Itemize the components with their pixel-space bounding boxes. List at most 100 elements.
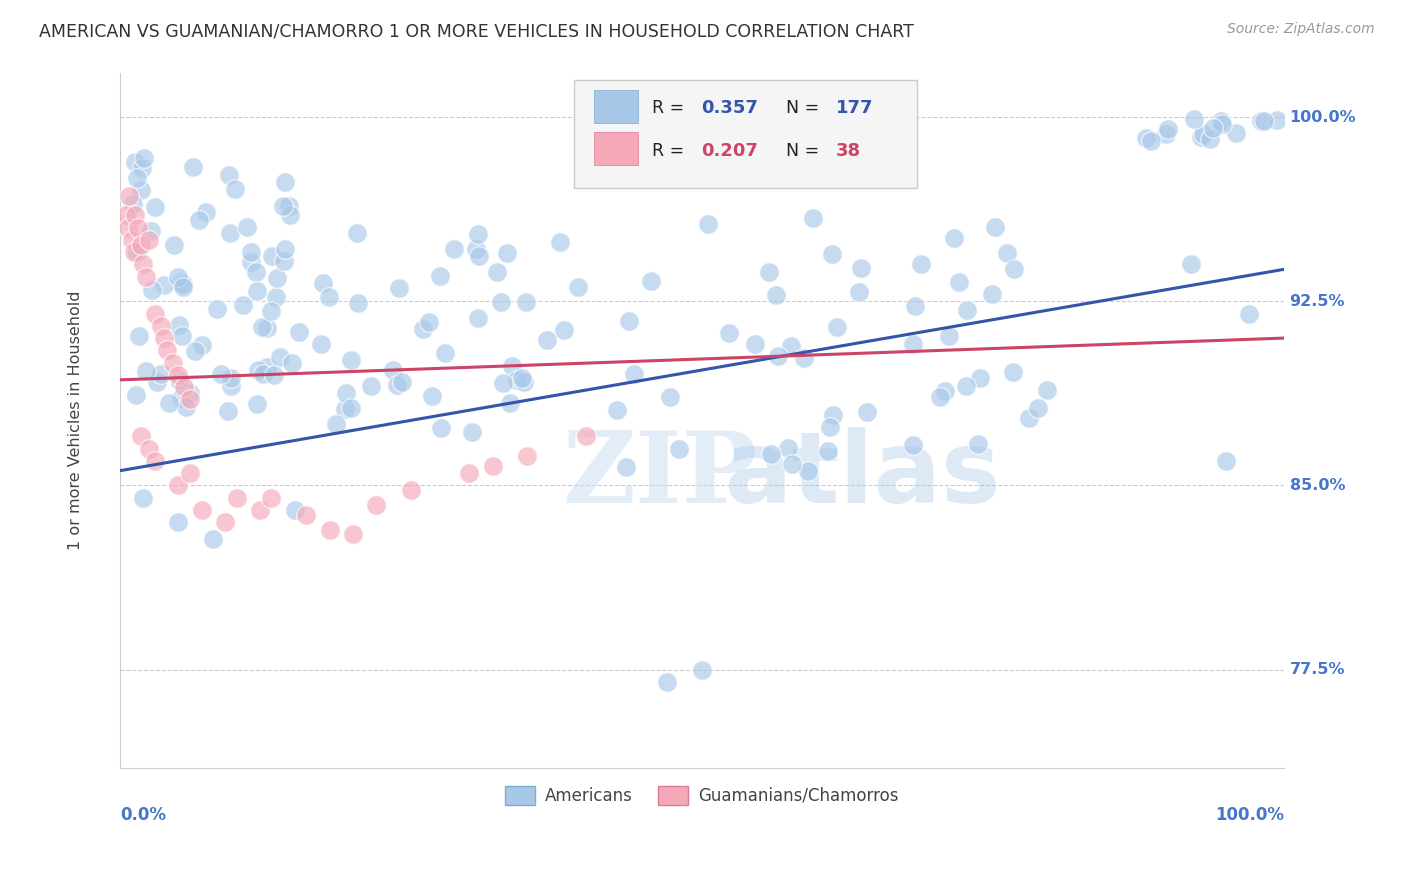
Point [956, 303, 979, 318]
Point [399, 483, 422, 498]
Point [697, 217, 720, 231]
Point [281, 356, 304, 370]
Point [983, 220, 1005, 235]
Point [205, 301, 228, 316]
Point [141, 283, 163, 297]
Point [239, 244, 262, 259]
Point [333, 401, 356, 416]
Point [256, 320, 278, 334]
Point [966, 437, 988, 451]
Point [335, 386, 357, 401]
Point [342, 527, 364, 541]
Point [125, 388, 148, 402]
Point [132, 491, 155, 505]
Point [274, 175, 297, 189]
Point [312, 276, 335, 290]
Point [1250, 114, 1272, 128]
Point [278, 199, 301, 213]
Point [388, 281, 411, 295]
Point [127, 171, 149, 186]
Point [318, 290, 340, 304]
Point [1154, 128, 1177, 142]
Point [856, 405, 879, 419]
Text: N =: N = [786, 142, 824, 160]
Point [132, 151, 155, 165]
Point [1139, 134, 1161, 148]
Point [948, 275, 970, 289]
Point [169, 318, 191, 332]
Point [121, 233, 143, 247]
Point [132, 257, 155, 271]
Point [619, 314, 641, 328]
Point [346, 227, 368, 241]
Point [179, 392, 201, 407]
Point [817, 444, 839, 458]
Point [1135, 131, 1157, 145]
Point [273, 254, 295, 268]
Point [232, 298, 254, 312]
Point [1002, 262, 1025, 277]
Point [1157, 122, 1180, 136]
Text: Source: ZipAtlas.com: Source: ZipAtlas.com [1227, 22, 1375, 37]
Point [125, 245, 148, 260]
Point [131, 161, 153, 175]
Text: 100.0%: 100.0% [1289, 110, 1357, 125]
Point [174, 400, 197, 414]
Point [360, 379, 382, 393]
Point [187, 213, 209, 227]
Point [129, 183, 152, 197]
Point [143, 201, 166, 215]
Point [553, 323, 575, 337]
Text: 177: 177 [835, 99, 873, 117]
Point [934, 384, 956, 399]
Point [1225, 127, 1247, 141]
Point [567, 280, 589, 294]
Point [167, 515, 190, 529]
Point [172, 277, 194, 291]
Point [224, 182, 246, 196]
Point [467, 249, 489, 263]
Point [260, 491, 283, 505]
Point [240, 255, 263, 269]
Text: atlas: atlas [725, 427, 1002, 524]
Text: 38: 38 [835, 142, 860, 160]
Point [191, 338, 214, 352]
Point [793, 351, 815, 366]
Point [143, 454, 166, 468]
Text: 77.5%: 77.5% [1289, 662, 1346, 677]
Point [1199, 132, 1222, 146]
Text: 85.0%: 85.0% [1289, 478, 1346, 493]
Point [256, 359, 278, 374]
Point [221, 379, 243, 393]
Point [209, 367, 232, 381]
Point [141, 224, 163, 238]
Point [1253, 114, 1275, 128]
Point [124, 155, 146, 169]
Point [765, 287, 787, 301]
Point [385, 378, 408, 392]
Point [153, 331, 176, 345]
Point [118, 188, 141, 202]
Point [623, 367, 645, 381]
Point [218, 226, 240, 240]
Point [250, 320, 273, 334]
Point [262, 249, 284, 263]
Point [851, 260, 873, 275]
Point [156, 343, 179, 358]
Point [1237, 307, 1260, 321]
Point [512, 375, 534, 389]
Point [910, 257, 932, 271]
Text: R =: R = [652, 142, 690, 160]
Point [347, 295, 370, 310]
Point [443, 242, 465, 256]
Point [776, 441, 799, 455]
Point [129, 429, 152, 443]
Point [1191, 128, 1213, 142]
Point [510, 371, 533, 385]
Point [217, 404, 239, 418]
Point [166, 270, 188, 285]
Point [433, 345, 456, 359]
Point [744, 336, 766, 351]
Point [1001, 365, 1024, 379]
Point [179, 466, 201, 480]
